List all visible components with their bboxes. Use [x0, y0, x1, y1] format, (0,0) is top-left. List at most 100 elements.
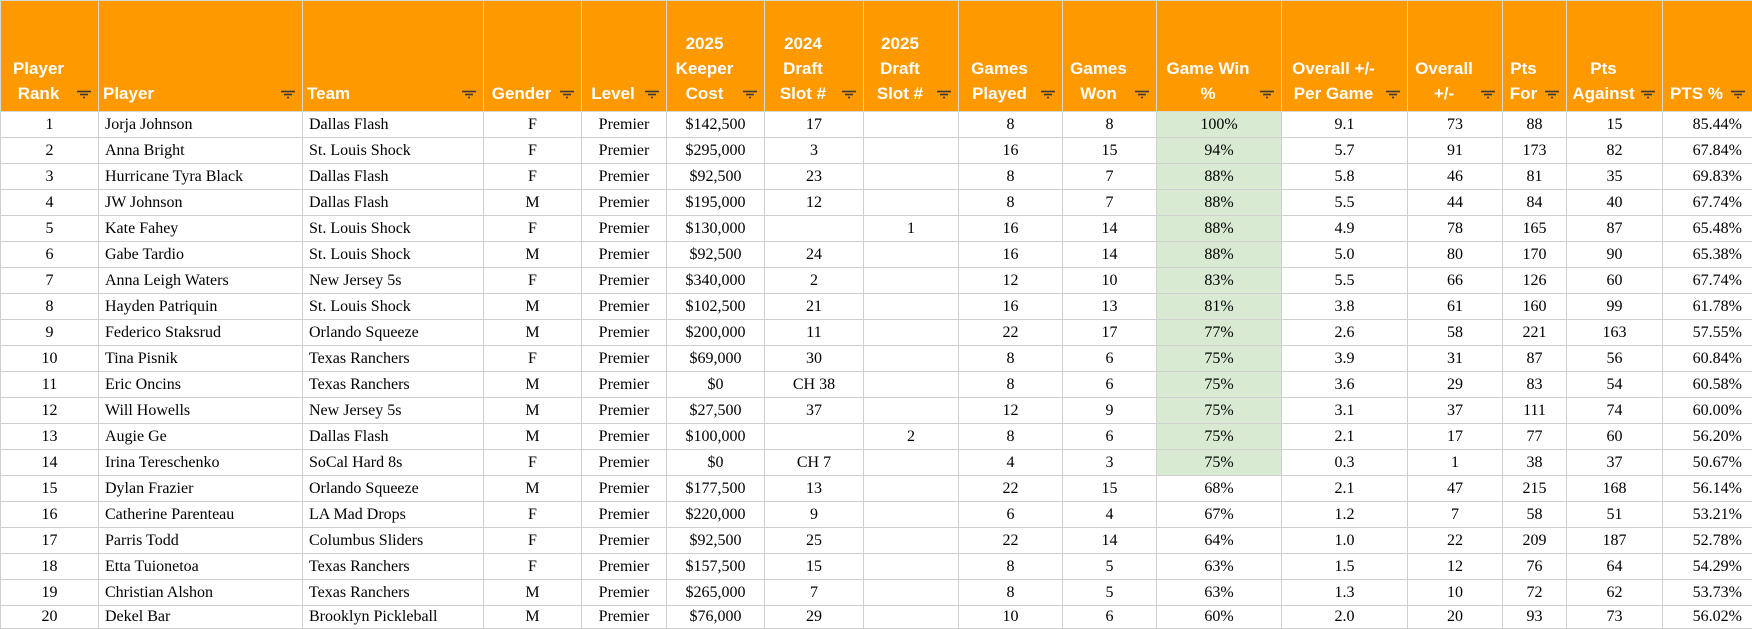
cell-game-win-pct[interactable]: 68%	[1157, 476, 1282, 502]
column-header-overall-pm[interactable]: Overall+/-	[1408, 1, 1503, 112]
column-header-pm-per-game[interactable]: Overall +/-Per Game	[1282, 1, 1408, 112]
cell-games-won[interactable]: 14	[1063, 242, 1157, 268]
cell-team[interactable]: Texas Ranchers	[303, 372, 484, 398]
filter-icon[interactable]	[1259, 90, 1275, 102]
cell-pts-for[interactable]: 160	[1503, 294, 1567, 320]
cell-team[interactable]: Texas Ranchers	[303, 554, 484, 580]
cell-keeper-cost[interactable]: $340,000	[667, 268, 765, 294]
cell-pts-against[interactable]: 60	[1567, 424, 1663, 450]
cell-team[interactable]: SoCal Hard 8s	[303, 450, 484, 476]
cell-pm-per-game[interactable]: 3.6	[1282, 372, 1408, 398]
cell-rank[interactable]: 15	[1, 476, 99, 502]
cell-games-won[interactable]: 6	[1063, 346, 1157, 372]
cell-overall-pm[interactable]: 78	[1408, 216, 1503, 242]
cell-pts-against[interactable]: 62	[1567, 580, 1663, 606]
cell-rank[interactable]: 1	[1, 112, 99, 138]
cell-pts-for[interactable]: 77	[1503, 424, 1567, 450]
cell-pts-against[interactable]: 99	[1567, 294, 1663, 320]
cell-team[interactable]: Orlando Squeeze	[303, 320, 484, 346]
filter-icon[interactable]	[1385, 90, 1401, 102]
cell-pm-per-game[interactable]: 5.8	[1282, 164, 1408, 190]
cell-pts-against[interactable]: 74	[1567, 398, 1663, 424]
cell-keeper-cost[interactable]: $100,000	[667, 424, 765, 450]
cell-pts-pct[interactable]: 56.02%	[1663, 606, 1752, 629]
cell-pts-pct[interactable]: 67.84%	[1663, 138, 1752, 164]
cell-games-played[interactable]: 4	[959, 450, 1063, 476]
cell-pts-for[interactable]: 221	[1503, 320, 1567, 346]
cell-games-played[interactable]: 22	[959, 528, 1063, 554]
cell-games-played[interactable]: 8	[959, 424, 1063, 450]
cell-level[interactable]: Premier	[582, 528, 667, 554]
cell-overall-pm[interactable]: 29	[1408, 372, 1503, 398]
cell-game-win-pct[interactable]: 75%	[1157, 372, 1282, 398]
cell-team[interactable]: Dallas Flash	[303, 112, 484, 138]
cell-rank[interactable]: 13	[1, 424, 99, 450]
cell-draft-2024[interactable]: 3	[765, 138, 864, 164]
cell-team[interactable]: Brooklyn Pickleball	[303, 606, 484, 629]
cell-game-win-pct[interactable]: 64%	[1157, 528, 1282, 554]
cell-pm-per-game[interactable]: 1.0	[1282, 528, 1408, 554]
cell-gender[interactable]: M	[484, 606, 582, 629]
cell-level[interactable]: Premier	[582, 554, 667, 580]
cell-player[interactable]: Etta Tuionetoa	[99, 554, 303, 580]
cell-pts-against[interactable]: 73	[1567, 606, 1663, 629]
cell-team[interactable]: St. Louis Shock	[303, 294, 484, 320]
cell-keeper-cost[interactable]: $265,000	[667, 580, 765, 606]
cell-draft-2025[interactable]	[864, 190, 959, 216]
cell-pm-per-game[interactable]: 2.0	[1282, 606, 1408, 629]
cell-team[interactable]: LA Mad Drops	[303, 502, 484, 528]
cell-pts-against[interactable]: 15	[1567, 112, 1663, 138]
cell-keeper-cost[interactable]: $195,000	[667, 190, 765, 216]
cell-keeper-cost[interactable]: $69,000	[667, 346, 765, 372]
cell-gender[interactable]: F	[484, 268, 582, 294]
cell-overall-pm[interactable]: 61	[1408, 294, 1503, 320]
cell-pts-for[interactable]: 84	[1503, 190, 1567, 216]
cell-pm-per-game[interactable]: 3.8	[1282, 294, 1408, 320]
cell-player[interactable]: Irina Tereschenko	[99, 450, 303, 476]
cell-pts-against[interactable]: 37	[1567, 450, 1663, 476]
cell-rank[interactable]: 6	[1, 242, 99, 268]
cell-keeper-cost[interactable]: $200,000	[667, 320, 765, 346]
cell-pts-for[interactable]: 38	[1503, 450, 1567, 476]
cell-games-played[interactable]: 8	[959, 112, 1063, 138]
cell-player[interactable]: Tina Pisnik	[99, 346, 303, 372]
cell-player[interactable]: Hayden Patriquin	[99, 294, 303, 320]
cell-pm-per-game[interactable]: 5.5	[1282, 268, 1408, 294]
cell-pts-pct[interactable]: 53.73%	[1663, 580, 1752, 606]
cell-game-win-pct[interactable]: 94%	[1157, 138, 1282, 164]
cell-pts-for[interactable]: 209	[1503, 528, 1567, 554]
cell-draft-2025[interactable]	[864, 554, 959, 580]
cell-game-win-pct[interactable]: 75%	[1157, 398, 1282, 424]
cell-games-played[interactable]: 22	[959, 320, 1063, 346]
cell-pts-against[interactable]: 40	[1567, 190, 1663, 216]
cell-gender[interactable]: M	[484, 320, 582, 346]
cell-overall-pm[interactable]: 47	[1408, 476, 1503, 502]
cell-team[interactable]: New Jersey 5s	[303, 398, 484, 424]
cell-draft-2024[interactable]: 30	[765, 346, 864, 372]
cell-games-won[interactable]: 5	[1063, 554, 1157, 580]
cell-pts-for[interactable]: 126	[1503, 268, 1567, 294]
cell-game-win-pct[interactable]: 75%	[1157, 450, 1282, 476]
cell-rank[interactable]: 14	[1, 450, 99, 476]
cell-player[interactable]: Jorja Johnson	[99, 112, 303, 138]
cell-pm-per-game[interactable]: 1.2	[1282, 502, 1408, 528]
cell-game-win-pct[interactable]: 67%	[1157, 502, 1282, 528]
cell-team[interactable]: Dallas Flash	[303, 424, 484, 450]
cell-pts-against[interactable]: 51	[1567, 502, 1663, 528]
cell-draft-2024[interactable]: 12	[765, 190, 864, 216]
cell-gender[interactable]: M	[484, 372, 582, 398]
cell-pts-for[interactable]: 81	[1503, 164, 1567, 190]
cell-draft-2025[interactable]	[864, 476, 959, 502]
cell-games-won[interactable]: 9	[1063, 398, 1157, 424]
cell-game-win-pct[interactable]: 88%	[1157, 190, 1282, 216]
cell-gender[interactable]: F	[484, 346, 582, 372]
cell-draft-2025[interactable]	[864, 372, 959, 398]
cell-level[interactable]: Premier	[582, 242, 667, 268]
